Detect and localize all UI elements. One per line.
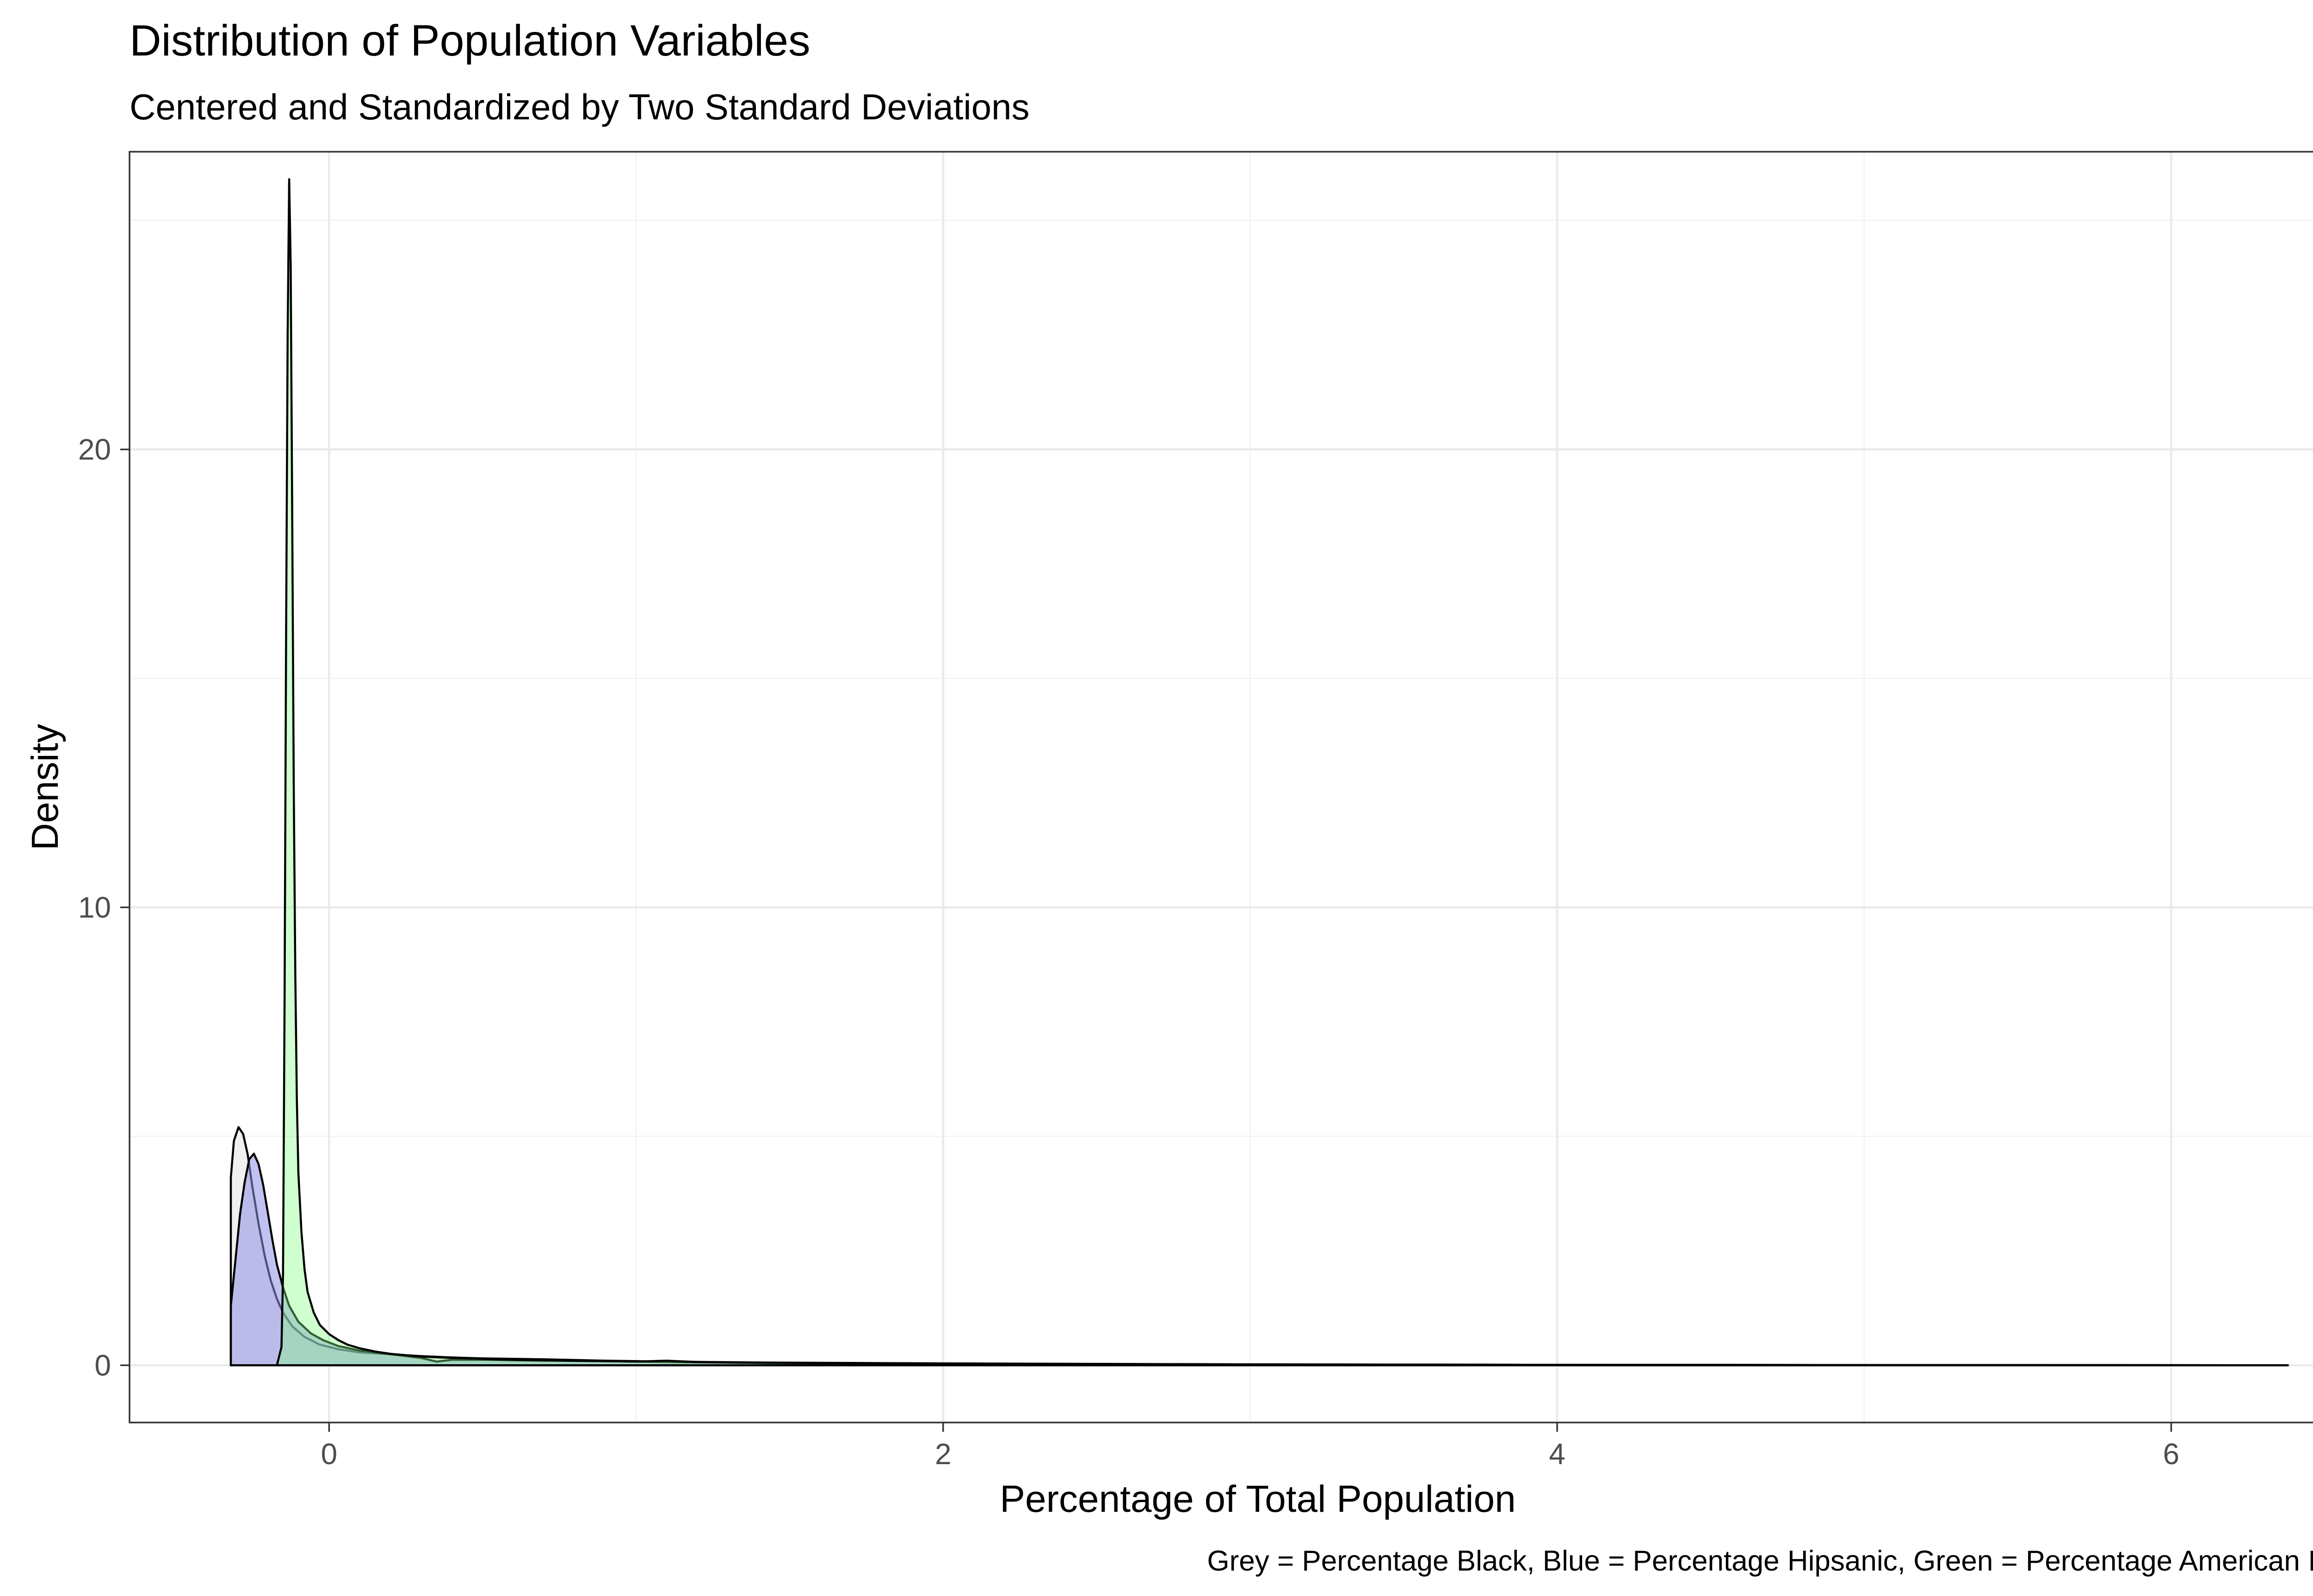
density-curve-1 xyxy=(229,1126,2289,1367)
axes: 0 2 4 6 0 10 20 xyxy=(78,433,2179,1471)
x-tick-label: 4 xyxy=(1549,1437,1565,1471)
x-tick-label: 0 xyxy=(321,1437,338,1471)
chart-title: Distribution of Population Variables xyxy=(130,16,810,65)
x-tick-label: 6 xyxy=(2163,1437,2180,1471)
grid xyxy=(130,152,2313,1423)
y-tick-label: 0 xyxy=(94,1349,111,1382)
y-axis-title: Density xyxy=(24,724,66,850)
x-tick-label: 2 xyxy=(935,1437,952,1471)
density-curve-3 xyxy=(229,178,2289,1367)
density-curves xyxy=(229,178,2289,1367)
chart-subtitle: Centered and Standardized by Two Standar… xyxy=(130,87,1029,127)
density-curve-2 xyxy=(229,1152,2289,1367)
x-axis-title: Percentage of Total Population xyxy=(1000,1478,1515,1520)
y-tick-label: 20 xyxy=(78,433,111,466)
plot-panel xyxy=(129,151,2313,1423)
y-tick-label: 10 xyxy=(78,891,111,924)
chart-caption: Grey = Percentage Black, Blue = Percenta… xyxy=(1207,1545,2313,1577)
